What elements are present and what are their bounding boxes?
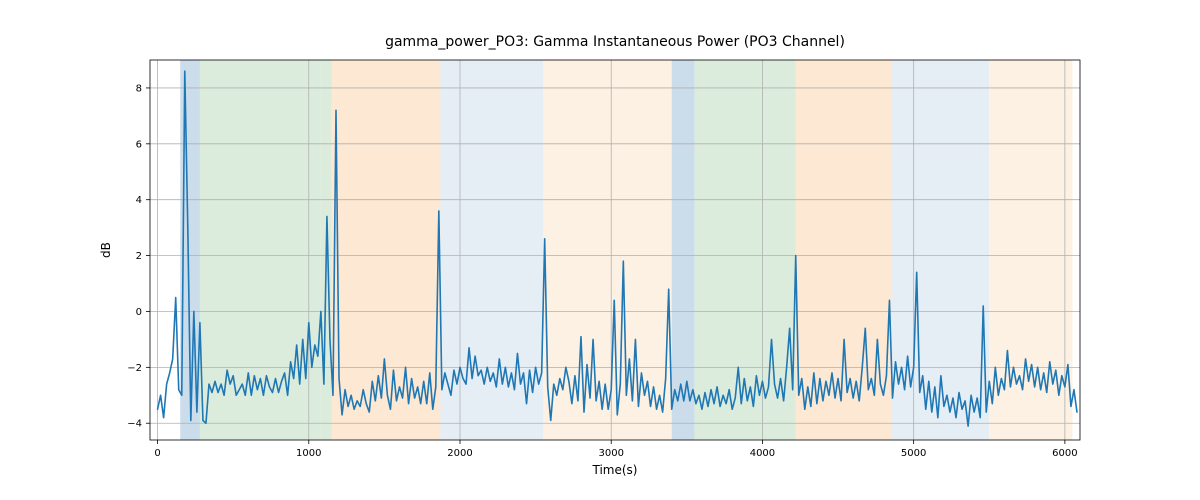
x-tick-label: 2000 xyxy=(447,448,472,459)
chart-container: gamma_power_PO3: Gamma Instantaneous Pow… xyxy=(0,0,1200,500)
y-tick-label: 6 xyxy=(136,139,142,150)
x-ticks: 0 1000 2000 3000 4000 5000 6000 xyxy=(154,440,1077,459)
y-tick-label: 8 xyxy=(136,83,142,94)
x-tick-label: 0 xyxy=(154,448,160,459)
y-tick-label: −2 xyxy=(127,363,142,374)
chart-title: gamma_power_PO3: Gamma Instantaneous Pow… xyxy=(385,34,845,50)
chart-svg: gamma_power_PO3: Gamma Instantaneous Pow… xyxy=(0,0,1200,500)
y-tick-label: −4 xyxy=(127,419,142,430)
y-tick-label: 2 xyxy=(136,251,142,262)
y-ticks: −4 −2 0 2 4 6 8 xyxy=(127,83,150,429)
x-tick-label: 1000 xyxy=(296,448,321,459)
y-tick-label: 0 xyxy=(136,307,142,318)
y-axis-label: dB xyxy=(99,242,113,258)
x-tick-label: 6000 xyxy=(1052,448,1077,459)
y-tick-label: 4 xyxy=(136,195,142,206)
x-tick-label: 3000 xyxy=(598,448,623,459)
x-axis-label: Time(s) xyxy=(592,463,638,477)
x-tick-label: 5000 xyxy=(901,448,926,459)
x-tick-label: 4000 xyxy=(750,448,775,459)
